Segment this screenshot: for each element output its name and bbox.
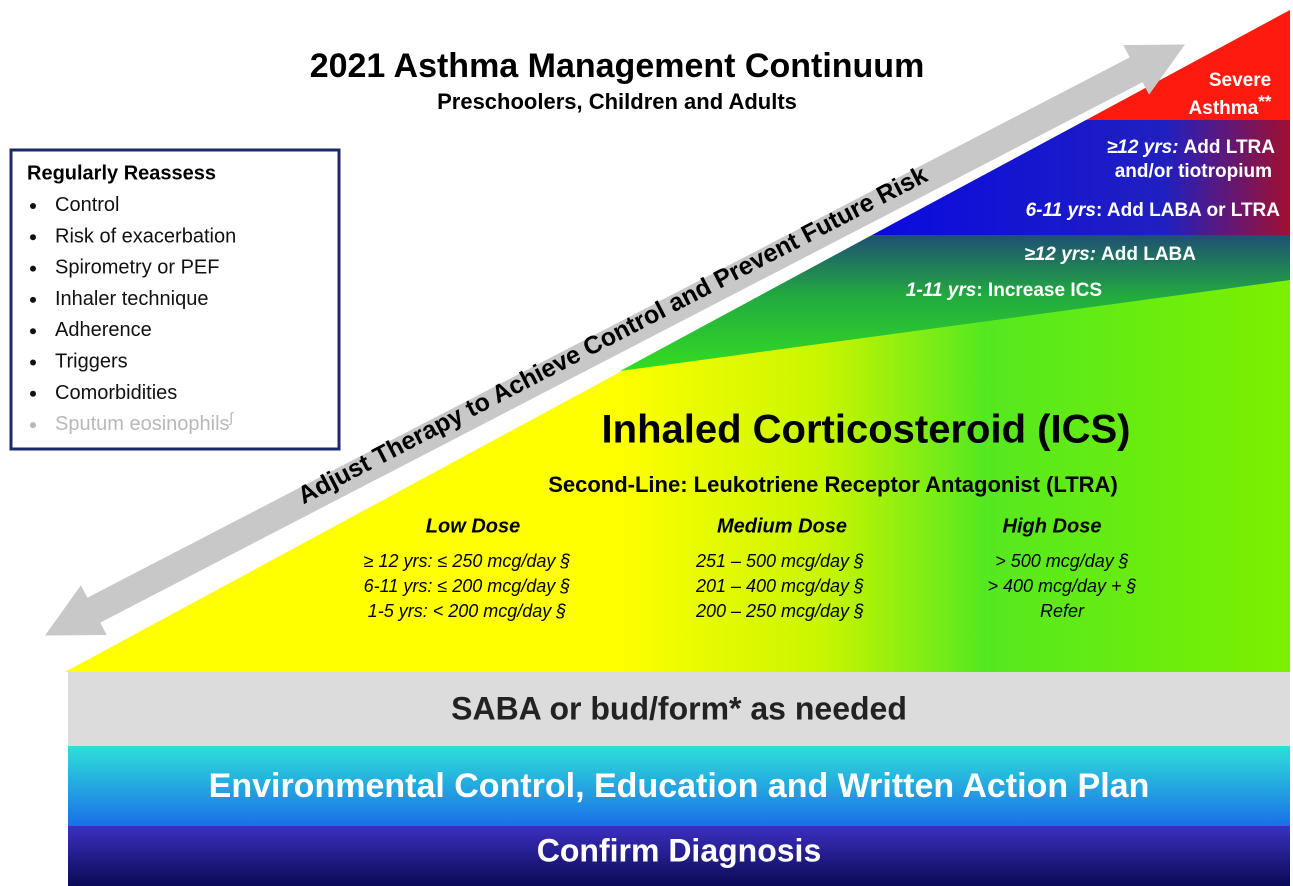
dose-line: 200 – 250 mcg/day §	[695, 601, 864, 621]
reassess-item-text: Adherence	[55, 319, 152, 341]
title: 2021 Asthma Management Continuum	[310, 47, 925, 85]
ics-second-line: Second-Line: Leukotriene Receptor Antago…	[548, 472, 1118, 497]
reassess-item: Comorbidities	[55, 382, 177, 404]
step-text: 6-11 yrs: Add LABA or LTRA	[1026, 200, 1281, 221]
bullet	[30, 234, 36, 241]
bullet	[30, 203, 36, 209]
step-age: 6-11 yrs	[1026, 200, 1096, 221]
bullet	[30, 359, 36, 366]
reassess-title: Regularly Reassess	[27, 162, 216, 184]
band-label: Environmental Control, Education and Wri…	[209, 767, 1150, 805]
footnote-mark: ʃ	[229, 409, 235, 425]
dose-label: High Dose	[1003, 515, 1102, 537]
arrow-shape	[45, 44, 1185, 636]
step-action: Add LTRA	[1184, 137, 1276, 158]
subtitle: Preschoolers, Children and Adults	[437, 89, 797, 114]
reassess-list: Control Risk of exacerbation Spirometry or…	[30, 194, 236, 435]
dose-columns: Low Dose ≥ 12 yrs: ≤ 250 mcg/day § 6-11 yr…	[364, 515, 1137, 620]
step-wedge	[620, 235, 1290, 371]
ics-title: Inhaled Corticosteroid (ICS)	[602, 408, 1131, 452]
dose-line: > 500 mcg/day §	[995, 551, 1129, 571]
reassess-item-text: Spirometry or PEF	[55, 257, 219, 279]
step-text: ≥12 yrs: Add LTRA	[1107, 137, 1275, 158]
dose-label: Low Dose	[426, 515, 520, 537]
step-action: : Add LABA or LTRA	[1096, 200, 1280, 221]
dose-line: Refer	[1040, 601, 1085, 621]
environment-band	[68, 746, 1290, 826]
dose-line: > 400 mcg/day + §	[987, 576, 1136, 596]
dose-line: 6-11 yrs: ≤ 200 mcg/day §	[364, 576, 571, 596]
reassess-item-text: Comorbidities	[55, 382, 177, 404]
reassess-item-text: Risk of exacerbation	[55, 226, 236, 248]
step-age: ≥12 yrs:	[1024, 244, 1096, 265]
step-text: ≥12 yrs: Add LABA	[1024, 244, 1196, 265]
bullet	[30, 422, 36, 429]
bullet	[30, 390, 36, 397]
reassess-item-text: Sputum eosinophils	[55, 413, 230, 435]
step-action: Add LABA	[1101, 244, 1196, 265]
dose-label: Medium Dose	[717, 515, 847, 537]
reassess-item: Risk of exacerbation	[55, 226, 236, 248]
severe-mark: **	[1258, 92, 1272, 111]
bullet	[30, 328, 36, 335]
step-band	[872, 120, 1290, 235]
diagnosis-band	[68, 826, 1290, 886]
reassess-item: Control	[55, 194, 119, 216]
reassess-item: Adherence	[55, 319, 152, 341]
reassess-item: Inhaler technique	[55, 288, 208, 310]
band-label: SABA or bud/form* as needed	[451, 690, 907, 726]
step-text: and/or tiotropium	[1115, 161, 1272, 182]
severe-text: Asthma	[1189, 98, 1259, 119]
band-label: Confirm Diagnosis	[537, 832, 821, 868]
severe-line: Severe	[1209, 70, 1271, 91]
reassess-item: Triggers	[55, 351, 128, 373]
reassess-item-text: Triggers	[55, 351, 128, 373]
severe-band	[1086, 10, 1290, 120]
dose-line: ≥ 12 yrs: ≤ 250 mcg/day §	[364, 551, 571, 571]
severe-line: Asthma**	[1189, 92, 1272, 119]
step-text: 1-11 yrs: Increase ICS	[906, 280, 1102, 301]
reassess-item: Sputum eosinophilsʃ	[55, 409, 235, 436]
reassess-item: Spirometry or PEF	[55, 257, 219, 279]
dose-line: 201 – 400 mcg/day §	[695, 576, 864, 596]
reassess-box	[9, 148, 341, 451]
step-age: ≥12 yrs:	[1107, 137, 1179, 158]
bullet	[30, 296, 36, 303]
reassess-item-text: Control	[55, 194, 119, 216]
step-action: : Increase ICS	[976, 280, 1102, 301]
step-age: 1-11 yrs	[906, 280, 976, 301]
dose-line: 1-5 yrs: < 200 mcg/day §	[368, 601, 567, 621]
saba-band	[68, 672, 1290, 746]
reassess-item-text: Inhaler technique	[55, 288, 208, 310]
dose-line: 251 – 500 mcg/day §	[695, 551, 864, 571]
bullet	[30, 265, 36, 272]
